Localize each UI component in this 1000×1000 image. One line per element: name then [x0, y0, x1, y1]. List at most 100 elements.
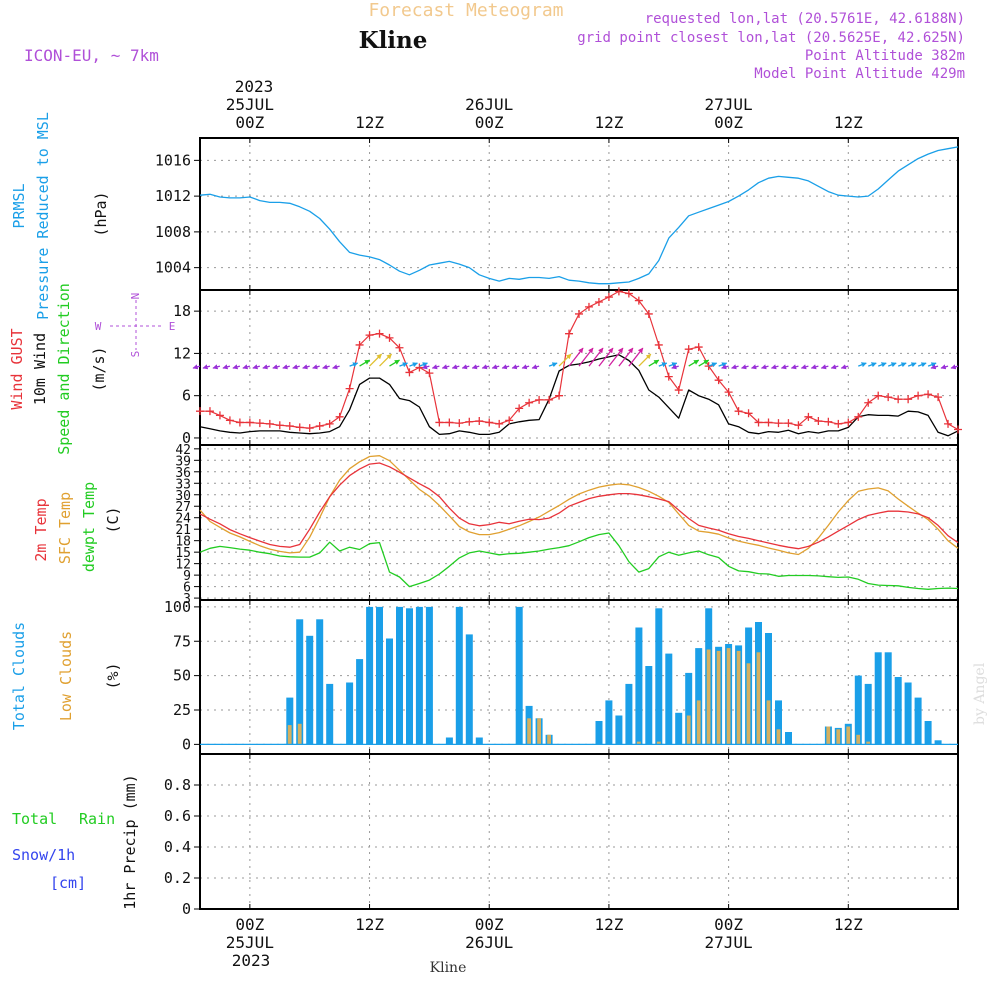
gust-marker — [575, 309, 583, 318]
gust-marker — [654, 340, 663, 349]
gust-marker — [245, 418, 254, 427]
wind-direction-arrow — [399, 362, 408, 368]
low-cloud-bar — [716, 650, 721, 745]
top-time-label: 12Z — [355, 113, 384, 132]
gust-marker — [545, 395, 554, 404]
temp-ytick-label: 27 — [175, 500, 191, 515]
low-cloud-bar — [756, 652, 761, 745]
gust-marker — [834, 419, 843, 428]
wind-direction-arrow — [718, 362, 728, 368]
gust-marker — [196, 407, 204, 416]
top-time-label: 12Z — [594, 113, 623, 132]
wind-direction-arrow — [419, 362, 428, 368]
low-cloud-bar — [706, 649, 711, 745]
gust-marker — [255, 419, 264, 428]
wind-direction-arrow — [708, 362, 718, 368]
plot-layer: 1004100810121016061218369121518212427303… — [155, 95, 962, 952]
wind-direction-arrow — [471, 364, 480, 370]
wind-ytick-label: 6 — [182, 387, 191, 405]
gust-marker — [794, 421, 803, 430]
precip-ytick-label: 0.8 — [164, 776, 191, 794]
precip-snow-label: Snow/1h — [12, 846, 75, 864]
clouds-ytick-label: 100 — [164, 598, 191, 616]
compass-e: E — [169, 320, 176, 333]
low-cloud-bar — [527, 718, 531, 745]
total-cloud-bar — [296, 619, 304, 745]
gust-marker — [435, 418, 444, 427]
gust-marker — [275, 421, 284, 430]
gust-marker — [784, 419, 793, 428]
gust-marker — [315, 421, 324, 430]
wind-direction-arrow — [770, 364, 779, 370]
low-cloud-bar — [726, 648, 731, 745]
wind-direction-arrow — [648, 359, 660, 367]
temp-ytick-label: 42 — [175, 443, 191, 458]
wind-direction-arrow — [668, 362, 678, 368]
total-cloud-bar — [675, 712, 683, 745]
gust-marker — [295, 423, 304, 432]
gust-marker — [664, 372, 673, 381]
wind-direction-arrow — [927, 362, 937, 368]
gust-marker — [455, 419, 464, 428]
temp-ytick-label: 24 — [175, 512, 191, 527]
temp-ytick-label: 15 — [175, 546, 191, 561]
wind-direction-arrow — [761, 364, 769, 370]
wind-direction-arrow — [202, 364, 211, 370]
pressure-ytick-label: 1004 — [155, 259, 191, 277]
total-cloud-bar — [685, 672, 693, 745]
temp-ytick-label: 21 — [175, 523, 191, 538]
compass-n: N — [129, 293, 142, 300]
gust-marker — [674, 386, 683, 395]
total-cloud-bar — [465, 634, 473, 745]
wind-compass: N S W E — [95, 293, 176, 358]
gust-marker — [215, 411, 224, 420]
total-cloud-bar — [316, 619, 324, 745]
total-cloud-bar — [346, 682, 354, 745]
wind-direction-arrow — [800, 364, 809, 370]
top-time-label: 00Z — [475, 113, 504, 132]
total-cloud-bar — [894, 677, 902, 745]
gust-marker — [205, 407, 214, 416]
requested-coords: requested lon,lat (20.5761E, 42.6188N) — [645, 11, 965, 27]
gust-marker — [934, 393, 943, 402]
total-clouds-label: Total Clouds — [10, 622, 28, 730]
wind-direction-arrow — [950, 364, 959, 370]
wind-direction-arrow — [491, 364, 500, 370]
wind-10m-label: 10m Wind — [31, 333, 49, 405]
total-cloud-bar — [665, 653, 673, 745]
gust-marker — [445, 418, 454, 427]
total-cloud-bar — [475, 737, 483, 745]
gust-marker — [694, 343, 703, 352]
wind-direction-arrow — [292, 364, 300, 370]
wind-direction-arrow — [698, 359, 710, 367]
wind-direction-arrow — [369, 353, 383, 367]
gust-marker — [844, 418, 853, 427]
wind-direction-arrow — [731, 364, 739, 370]
wind-direction-arrow — [501, 364, 510, 370]
wind-direction-arrow — [521, 364, 530, 370]
wind-direction-arrow — [312, 364, 320, 370]
bottom-time-label: 00Z — [235, 915, 264, 934]
bottom-time-label: 12Z — [594, 915, 623, 934]
wind-direction-arrow — [887, 362, 897, 368]
gust-marker — [914, 391, 923, 400]
wind-direction-arrow — [431, 364, 440, 370]
wind-direction-arrow — [409, 362, 418, 368]
top-time-label: 00Z — [235, 113, 264, 132]
wind-speed-dir-label: Speed and Direction — [55, 283, 73, 455]
low-cloud-bar — [696, 700, 701, 745]
model-label: ICON-EU, ~ 7km — [24, 46, 159, 65]
wind-direction-arrow — [930, 364, 939, 370]
gust-marker — [535, 395, 544, 404]
wind-direction-arrow — [671, 364, 679, 370]
gust-marker — [604, 293, 613, 302]
bottom-date-label: 26JUL — [465, 933, 513, 952]
bottom-time-label: 00Z — [475, 915, 504, 934]
total-cloud-bar — [366, 606, 374, 745]
gust-marker — [854, 412, 863, 421]
top-date-label: 25JUL — [226, 95, 274, 114]
prmsl-label: PRMSL — [10, 183, 28, 228]
gust-marker — [724, 388, 733, 397]
top-year: 2023 — [235, 77, 274, 96]
wind-direction-arrow — [897, 362, 907, 368]
